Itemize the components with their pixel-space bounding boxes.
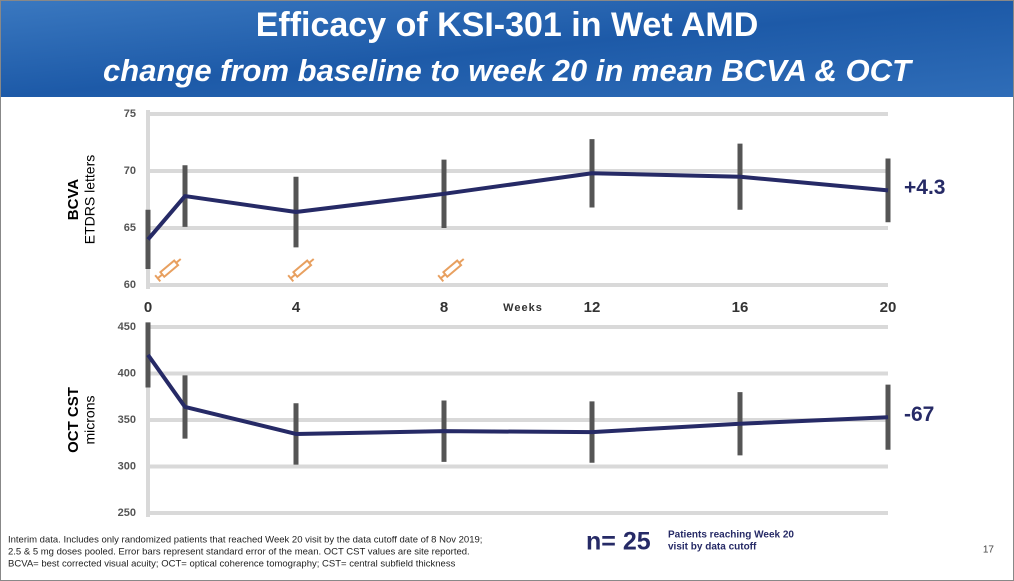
- x-tick-label: 20: [880, 299, 897, 316]
- y-axis-label: BCVA: [65, 179, 82, 221]
- x-tick-label: 0: [144, 299, 152, 316]
- title: Efficacy of KSI-301 in Wet AMD: [256, 6, 759, 44]
- header-band: [1, 1, 1013, 97]
- y-tick-label: 450: [118, 321, 136, 333]
- y-tick-label: 65: [124, 222, 136, 234]
- y-tick-label: 60: [124, 279, 136, 291]
- y-tick-label: 400: [118, 367, 136, 379]
- annotation: -67: [904, 403, 934, 426]
- y-tick-label: 350: [118, 414, 136, 426]
- x-tick-label: 4: [292, 299, 301, 316]
- y-axis-label: OCT CST: [65, 387, 82, 453]
- syringes: [154, 258, 465, 282]
- subtitle: change from baseline to week 20 in mean …: [103, 53, 914, 88]
- x-axis-label: Weeks: [503, 302, 543, 314]
- n-label: n= 25: [586, 528, 651, 556]
- data-line: [146, 353, 889, 436]
- x-tick-label: 8: [440, 299, 448, 316]
- y-tick-label: 300: [118, 460, 136, 472]
- page-number: 17: [983, 545, 995, 556]
- footnote: Interim data. Includes only randomized p…: [8, 535, 482, 546]
- data-line: [146, 171, 889, 241]
- annotation: +4.3: [904, 176, 945, 199]
- n-note: Patients reaching Week 20: [668, 530, 794, 541]
- footnote: 2.5 & 5 mg doses pooled. Error bars repr…: [8, 547, 470, 558]
- footnote: BCVA= best corrected visual acuity; OCT=…: [8, 559, 456, 570]
- y-tick-label: 70: [124, 165, 136, 177]
- n-note: visit by data cutoff: [668, 542, 757, 553]
- x-tick-label: 12: [584, 299, 601, 316]
- y-tick-label: 250: [118, 507, 136, 519]
- y-axis-label-sub: ETDRS letters: [82, 155, 98, 244]
- y-tick-label: 75: [124, 108, 136, 120]
- x-tick-label: 16: [732, 299, 749, 316]
- y-axis-label-sub: microns: [82, 395, 98, 444]
